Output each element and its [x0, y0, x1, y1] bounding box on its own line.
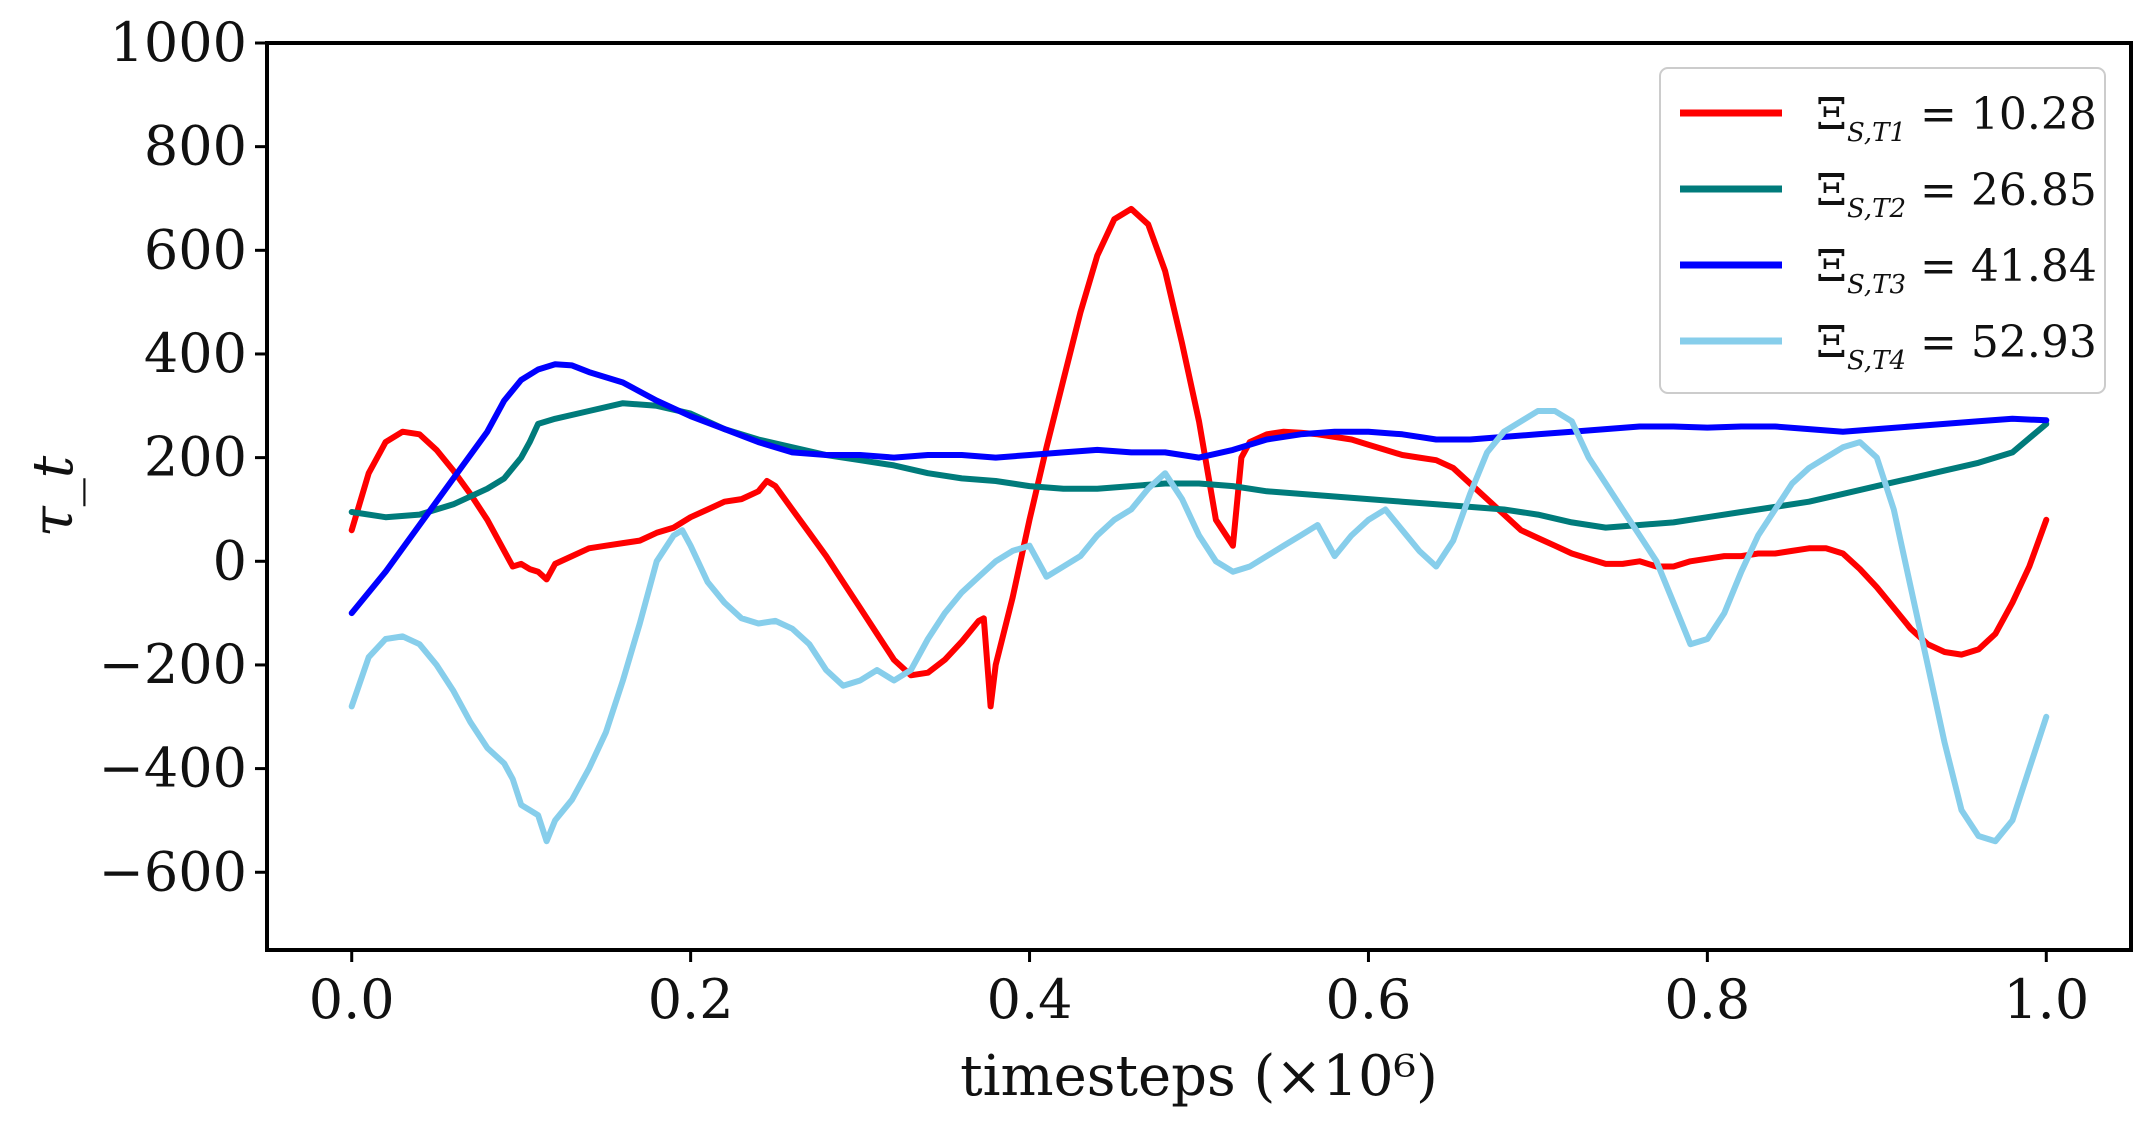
y-tick-label: 400: [144, 322, 247, 385]
legend: ΞS,T1 = 10.28 ΞS,T2 = 26.85 ΞS,T3 = 41.84 Ξ…: [1659, 67, 2106, 394]
legend-label-2: ΞS,T2 = 26.85: [1816, 165, 2097, 224]
series-line-1: [348, 205, 2050, 710]
plot-frame: [265, 41, 2133, 952]
y-tick-label: 1000: [110, 11, 247, 74]
series-line-4: [348, 408, 2050, 845]
y-tick-label: 200: [144, 426, 247, 489]
x-axis-label: timesteps (×10⁶): [960, 1044, 1438, 1109]
legend-box: [1659, 67, 2106, 394]
y-tick-label: −200: [99, 633, 247, 696]
x-tick-label: 0.8: [1664, 968, 1750, 1031]
series-lines: [348, 205, 2050, 845]
x-tick-label: 0.0: [309, 968, 395, 1031]
legend-label-1: ΞS,T1 = 10.28: [1816, 89, 2097, 148]
y-tick-label: −400: [99, 737, 247, 800]
legend-label-3: ΞS,T3 = 41.84: [1816, 241, 2097, 300]
y-tick-label: 0: [213, 529, 247, 592]
y-tick-label: −600: [99, 840, 247, 903]
y-axis-label: τ_t: [21, 455, 86, 537]
axis-ticks: 0.0 0.2 0.4 0.6 0.8 1.0 −600 −400 −200 0 200 400 600…: [99, 11, 2090, 1031]
y-tick-label: 800: [144, 115, 247, 178]
y-tick-label: 600: [144, 218, 247, 281]
series-line-3: [348, 361, 2050, 617]
x-tick-label: 1.0: [2003, 968, 2089, 1031]
x-tick-label: 0.6: [1326, 968, 1412, 1031]
legend-label-4: ΞS,T4 = 52.93: [1816, 317, 2097, 376]
x-tick-label: 0.2: [648, 968, 734, 1031]
x-tick-label: 0.4: [987, 968, 1073, 1031]
